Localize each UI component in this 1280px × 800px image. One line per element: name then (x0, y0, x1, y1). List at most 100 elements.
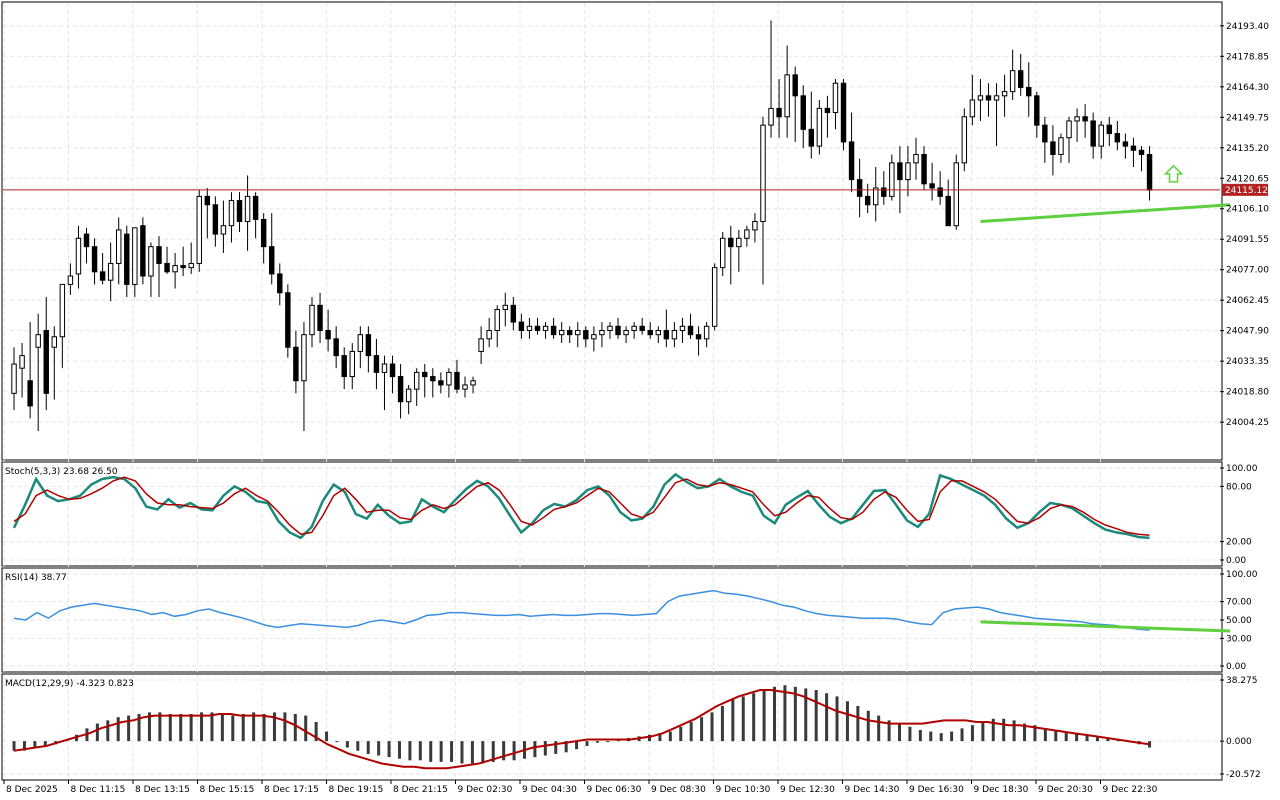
macd-histogram-bar (335, 741, 339, 743)
candle (695, 334, 702, 340)
macd-histogram-bar (252, 712, 256, 742)
candle (285, 292, 291, 348)
macd-histogram-bar (356, 741, 360, 751)
macd-histogram-bar (231, 715, 235, 742)
price-tick-label: 24120.65 (1226, 174, 1269, 184)
time-tick-label: 9 Dec 10:30 (716, 785, 771, 795)
candle (1026, 86, 1032, 97)
time-tick-label: 9 Dec 08:30 (651, 785, 706, 795)
macd-histogram-bar (543, 741, 547, 756)
candle (188, 262, 194, 269)
candle (486, 329, 492, 340)
candle (792, 74, 798, 97)
time-tick-label: 8 Dec 11:15 (71, 785, 126, 795)
candle (856, 179, 863, 197)
candle (51, 336, 58, 348)
candle (438, 380, 444, 386)
time-tick-label: 8 Dec 13:15 (135, 785, 190, 795)
candle (977, 95, 984, 101)
macd-histogram-bar (595, 741, 599, 743)
time-tick-label: 9 Dec 06:30 (587, 785, 642, 795)
macd-panel[interactable] (1, 673, 1223, 781)
candle (107, 262, 114, 281)
candle (961, 116, 968, 164)
candle (67, 275, 74, 285)
macd-histogram-bar (700, 717, 704, 742)
candle (1034, 95, 1040, 126)
macd-histogram-bar (179, 713, 183, 742)
macd-histogram-bar (845, 701, 849, 742)
candle (1074, 116, 1080, 122)
candle (1082, 116, 1088, 122)
macd-tick-label: -20.572 (1226, 770, 1261, 780)
candle (526, 325, 533, 331)
candle (502, 304, 508, 311)
rsi-title: RSI(14) 38.77 (5, 573, 67, 583)
time-tick-label: 9 Dec 22:30 (1103, 785, 1158, 795)
macd-histogram-bar (679, 726, 683, 742)
macd-histogram-bar (43, 741, 47, 746)
candle (349, 350, 355, 378)
rsi-tick-label: 70.00 (1226, 598, 1252, 608)
macd-histogram-bar (12, 741, 16, 751)
candle (744, 229, 750, 239)
candle (615, 325, 621, 336)
macd-histogram-bar (908, 726, 912, 742)
candle (591, 334, 597, 340)
candle (381, 363, 388, 373)
price-tick-label: 24193.40 (1226, 22, 1269, 32)
candle (558, 329, 565, 336)
macd-histogram-bar (741, 696, 745, 742)
candle (1114, 133, 1121, 143)
candle (389, 363, 396, 378)
candle (204, 195, 211, 206)
macd-histogram-bar (950, 731, 954, 742)
candle (1130, 145, 1137, 151)
macd-histogram-bar (481, 741, 485, 764)
candle (317, 304, 323, 331)
candle (156, 246, 162, 264)
macd-histogram-bar (887, 720, 891, 742)
macd-histogram-bar (720, 705, 724, 742)
macd-histogram-bar (762, 690, 766, 742)
macd-histogram-bar (939, 733, 943, 742)
macd-histogram-bar (33, 741, 37, 748)
candle (897, 162, 903, 181)
price-panel[interactable] (1, 1, 1223, 461)
candle (164, 262, 170, 273)
macd-histogram-bar (856, 705, 860, 742)
candle (824, 107, 831, 114)
candle (969, 99, 976, 118)
macd-histogram-bar (460, 741, 464, 764)
candle (116, 229, 122, 264)
candle (75, 237, 82, 275)
candle (921, 153, 927, 185)
macd-tick-label: 38.275 (1226, 676, 1258, 686)
candle (929, 183, 935, 189)
candle (583, 329, 589, 340)
macd-histogram-bar (1012, 720, 1016, 742)
candle (566, 329, 573, 336)
candle (11, 363, 17, 394)
candle (623, 329, 629, 336)
candle (494, 309, 500, 331)
candle (59, 283, 66, 338)
candle (550, 325, 557, 336)
candle (711, 267, 718, 327)
stoch-panel[interactable] (1, 461, 1223, 567)
macd-histogram-bar (1054, 729, 1058, 742)
candle (260, 218, 267, 248)
rsi-tick-label: 50.00 (1226, 616, 1252, 626)
candle (301, 334, 307, 382)
macd-histogram-bar (377, 741, 381, 756)
macd-histogram-bar (1085, 734, 1089, 742)
candle (945, 195, 951, 227)
price-tick-label: 24091.55 (1226, 235, 1269, 245)
macd-histogram-bar (564, 741, 568, 753)
candle (43, 329, 49, 394)
time-tick-label: 9 Dec 20:30 (1038, 785, 1093, 795)
candle (655, 329, 662, 336)
candle (269, 246, 275, 275)
time-tick-label: 9 Dec 16:30 (909, 785, 964, 795)
